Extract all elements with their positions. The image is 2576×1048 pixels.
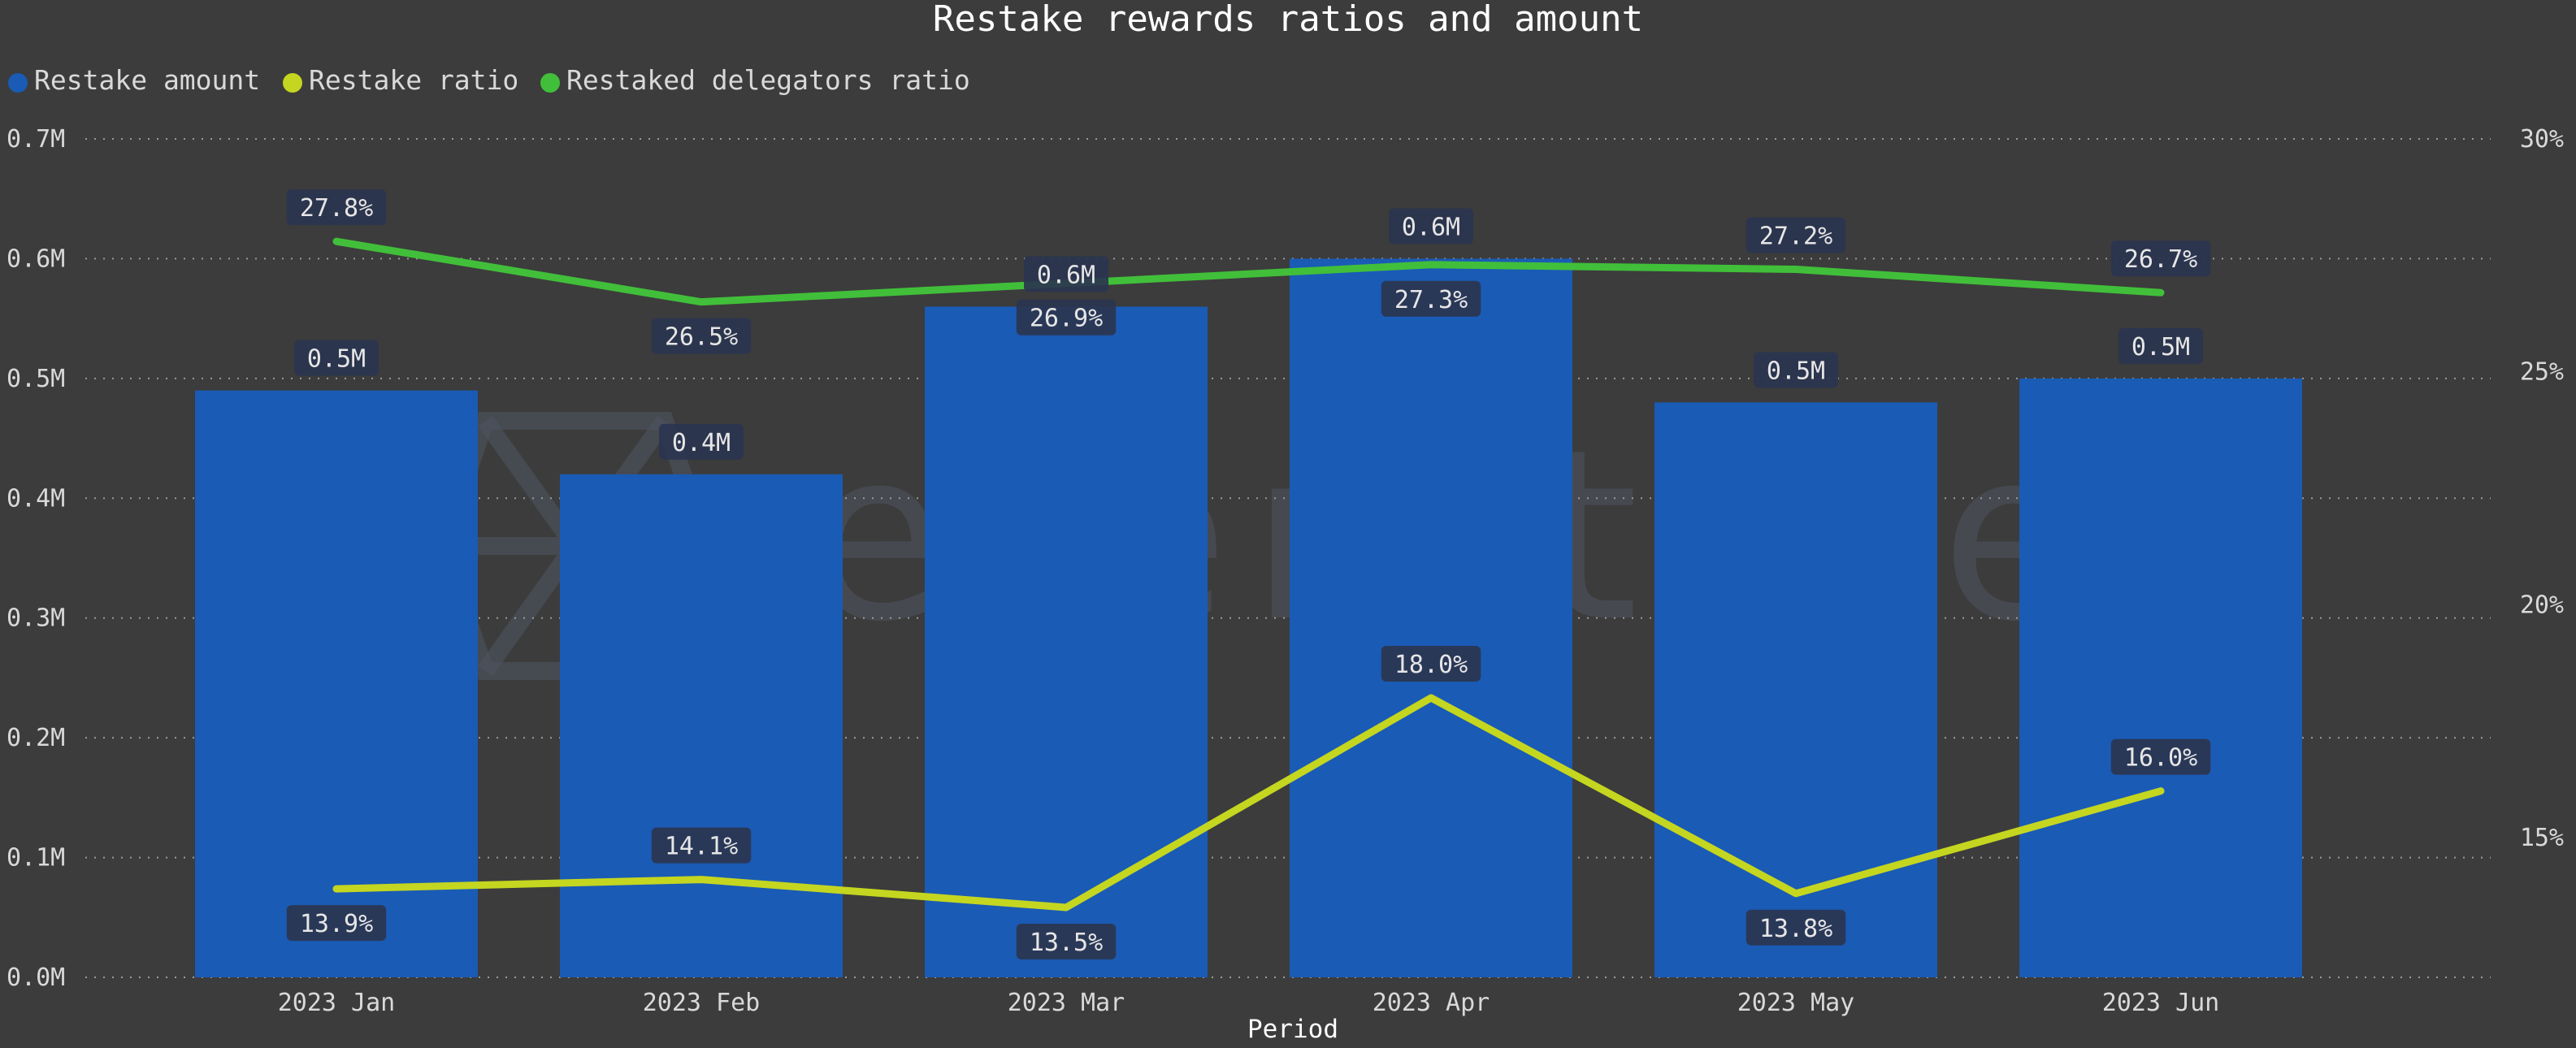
bar (925, 306, 1208, 977)
delegators-ratio-label: 26.5% (665, 323, 738, 352)
restake-ratio-label: 14.1% (665, 833, 738, 861)
legend-label-delegators-ratio: Restaked delegators ratio (566, 64, 970, 96)
delegators-ratio-label: 26.9% (1030, 305, 1103, 333)
legend: Restake amount Restake ratio Restaked de… (8, 64, 970, 96)
bar-data-label: 0.6M (1402, 213, 1460, 241)
restake-ratio-label: 16.0% (2124, 744, 2197, 773)
delegators-ratio-label: 27.8% (300, 194, 373, 223)
delegators-ratio-label-box (1381, 280, 1481, 317)
delegators-ratio-label-box (2110, 240, 2211, 277)
bar-data-label-box (1024, 256, 1108, 292)
delegators-ratio-label: 27.2% (1759, 223, 1832, 251)
bar (195, 390, 478, 978)
line-series (332, 237, 2165, 912)
bar-data-label: 0.5M (2131, 333, 2190, 362)
line-restake-ratio (332, 694, 2165, 912)
y-tick-label: 0.3M (7, 604, 65, 633)
y-tick-label: 0.1M (7, 844, 65, 873)
y-tick-label: 0.2M (7, 724, 65, 752)
restake-ratio-label: 18.0% (1394, 651, 1468, 679)
restake-ratio-label-box (286, 905, 387, 942)
restake-ratio-label: 13.8% (1759, 915, 1832, 943)
restake-ratio-label-box (1381, 646, 1481, 682)
y-tick-label: 0.7M (7, 125, 65, 154)
restake-ratio-label-box (651, 827, 752, 864)
legend-swatch-restake-ratio (283, 73, 302, 93)
x-axis-title: Period (1247, 1015, 1338, 1044)
y-axis-left: 0.0M 0.1M 0.2M 0.3M 0.4M 0.5M 0.6M 0.7M (7, 125, 65, 992)
bar-series-restake-amount (195, 258, 2302, 978)
legend-swatch-delegators-ratio (540, 73, 560, 93)
bar (1290, 258, 1572, 977)
bar (560, 474, 843, 977)
y2-tick-label: 30% (2520, 125, 2564, 154)
bar-data-label-box (659, 423, 744, 460)
x-axis: 2023 Jan 2023 Feb 2023 Mar 2023 Apr 2023 May… (278, 989, 2220, 1017)
bar-data-label-box (294, 340, 379, 376)
x-tick-label: 2023 May (1737, 989, 1855, 1017)
restake-ratio-label: 13.9% (300, 910, 373, 938)
bar-data-label: 0.4M (672, 429, 731, 457)
y2-tick-label: 25% (2520, 358, 2564, 387)
chart-title: Restake rewards ratios and amount (933, 0, 1643, 40)
delegators-ratio-label-box (1746, 217, 1846, 253)
legend-swatch-restake-amount (8, 73, 28, 93)
restake-ratio-label-box (2110, 738, 2211, 775)
restake-ratio-label-box (1016, 924, 1117, 959)
delegators-ratio-label: 26.7% (2124, 245, 2197, 274)
x-tick-label: 2023 Jan (278, 989, 396, 1017)
y-tick-label: 0.6M (7, 245, 65, 273)
legend-label-restake-ratio: Restake ratio (309, 64, 518, 96)
y-axis-right: 15% 20% 25% 30% (2520, 125, 2564, 852)
delegators-ratio-label: 27.3% (1394, 286, 1468, 314)
delegators-ratio-label-box (651, 318, 752, 354)
bar-data-label-box (1754, 352, 1838, 388)
y-tick-label: 0.0M (7, 964, 65, 992)
x-tick-label: 2023 Feb (643, 989, 761, 1017)
y2-tick-label: 20% (2520, 591, 2564, 619)
y2-tick-label: 15% (2520, 824, 2564, 852)
restake-ratio-label-box (1746, 909, 1846, 946)
delegators-ratio-label-box (286, 189, 387, 226)
bar-data-label-box (1389, 208, 1473, 245)
bar-data-label: 0.6M (1037, 261, 1095, 289)
bar-data-label: 0.5M (307, 345, 366, 374)
bar (1654, 402, 1937, 977)
restake-ratio-label: 13.5% (1030, 929, 1103, 957)
x-tick-label: 2023 Jun (2102, 989, 2220, 1017)
bar-data-label: 0.5M (1767, 357, 1825, 385)
bar (2019, 378, 2302, 977)
x-tick-label: 2023 Apr (1373, 989, 1490, 1017)
data-labels: 0.5M 0.4M 0.6M 0.6M 0.5M 0.5M 27.8% 26.5% 26.9% 2… (286, 189, 2211, 959)
y-tick-label: 0.5M (7, 365, 65, 393)
bar-data-label-box (2118, 327, 2203, 364)
delegators-ratio-label-box (1016, 299, 1117, 336)
line-delegators-ratio (332, 237, 2165, 306)
legend-label-restake-amount: Restake amount (34, 64, 260, 96)
y-tick-label: 0.4M (7, 484, 65, 513)
x-tick-label: 2023 Mar (1008, 989, 1125, 1017)
